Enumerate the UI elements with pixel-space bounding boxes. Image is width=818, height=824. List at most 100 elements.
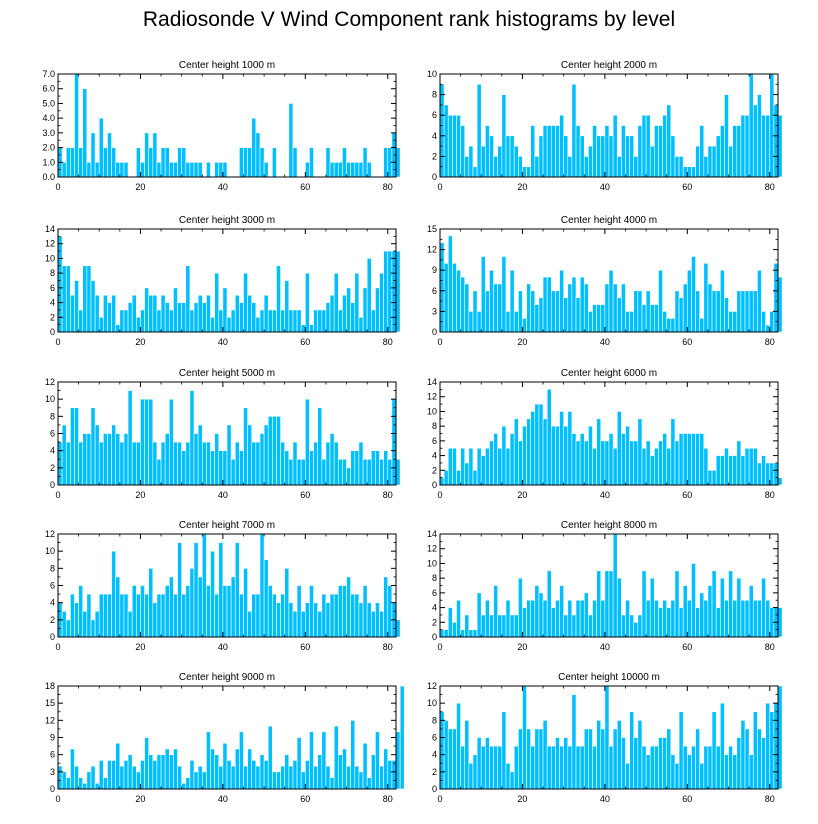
bar	[769, 462, 775, 486]
y-tick-label: 2	[432, 465, 437, 475]
bar	[695, 728, 700, 790]
x-tick-label: 80	[765, 794, 775, 804]
bar	[383, 450, 389, 486]
bar	[123, 161, 129, 178]
bar	[654, 304, 659, 333]
bar	[222, 585, 228, 638]
bar	[724, 599, 729, 638]
x-tick-label: 20	[517, 490, 527, 500]
bar	[267, 309, 273, 333]
bar	[637, 290, 643, 333]
bar	[259, 147, 265, 178]
x-tick-label: 80	[765, 182, 775, 192]
y-tick-label: 6	[50, 283, 55, 293]
bar	[612, 728, 618, 790]
bar	[493, 156, 499, 178]
y-tick-label: 4	[50, 298, 55, 308]
bar	[164, 302, 170, 333]
bar	[621, 125, 626, 178]
bar	[168, 309, 174, 333]
bar	[210, 748, 215, 790]
bar	[662, 311, 668, 333]
bar	[267, 416, 273, 486]
y-tick-label: 12	[45, 239, 55, 249]
bar	[592, 304, 597, 333]
bar	[740, 720, 746, 790]
panel-title: Center height 7000 m	[179, 520, 275, 531]
bar	[82, 610, 88, 638]
bar	[744, 447, 750, 486]
y-tick-label: 3.0	[42, 128, 55, 138]
x-tick-label: 40	[600, 642, 610, 652]
bar	[107, 302, 112, 333]
bar	[559, 114, 564, 178]
bar	[337, 309, 343, 333]
bar	[654, 599, 659, 638]
bar	[177, 302, 182, 333]
bar	[395, 458, 401, 486]
bar	[530, 411, 536, 486]
panel-title: Center height 8000 m	[561, 520, 657, 531]
bar	[452, 621, 457, 638]
y-tick-label: 7.0	[42, 69, 55, 79]
bar	[90, 765, 96, 790]
bar	[472, 754, 478, 790]
bar	[206, 161, 211, 178]
bar	[443, 104, 449, 178]
bar	[472, 629, 478, 638]
bar	[197, 765, 203, 790]
bar	[695, 433, 700, 486]
bar	[94, 610, 100, 638]
y-tick-label: 4	[50, 446, 55, 456]
bar	[505, 135, 511, 178]
bar	[119, 593, 125, 638]
bar	[604, 125, 610, 178]
bar	[468, 629, 474, 638]
bar	[567, 411, 573, 486]
bar	[342, 294, 347, 333]
bar	[206, 731, 211, 790]
panel-title: Center height 5000 m	[179, 368, 275, 379]
y-tick-label: 0	[432, 172, 437, 182]
bar	[226, 585, 232, 638]
x-tick-label: 40	[600, 182, 610, 192]
bar	[579, 135, 585, 178]
bar	[354, 161, 360, 178]
bar	[86, 771, 92, 790]
bar	[555, 125, 560, 178]
x-tick-label: 60	[300, 337, 310, 347]
bar	[649, 145, 655, 178]
x-tick-label: 0	[55, 794, 60, 804]
bar	[719, 577, 725, 638]
bar	[592, 447, 597, 486]
y-tick-label: 2	[432, 767, 437, 777]
bar	[337, 458, 343, 486]
bar	[493, 585, 499, 638]
bar	[86, 161, 92, 178]
bar	[592, 125, 597, 178]
bar	[534, 304, 540, 333]
bar	[687, 599, 692, 638]
bar	[350, 161, 356, 178]
bar	[695, 607, 700, 638]
bar	[206, 585, 211, 638]
bar	[736, 737, 742, 790]
bar	[691, 745, 696, 790]
bar	[443, 263, 449, 333]
bar	[530, 290, 536, 333]
bar	[736, 290, 742, 333]
bar	[583, 283, 589, 333]
bar	[443, 469, 449, 486]
bar	[185, 161, 191, 178]
bar	[608, 135, 614, 178]
bar	[305, 161, 310, 178]
bar	[251, 117, 257, 178]
bar	[239, 147, 244, 178]
bar	[460, 276, 466, 333]
bar	[300, 771, 306, 790]
bar	[567, 283, 573, 333]
bar	[362, 147, 368, 178]
bar	[103, 433, 108, 486]
y-tick-label: 0	[432, 784, 437, 794]
bar	[362, 742, 368, 790]
